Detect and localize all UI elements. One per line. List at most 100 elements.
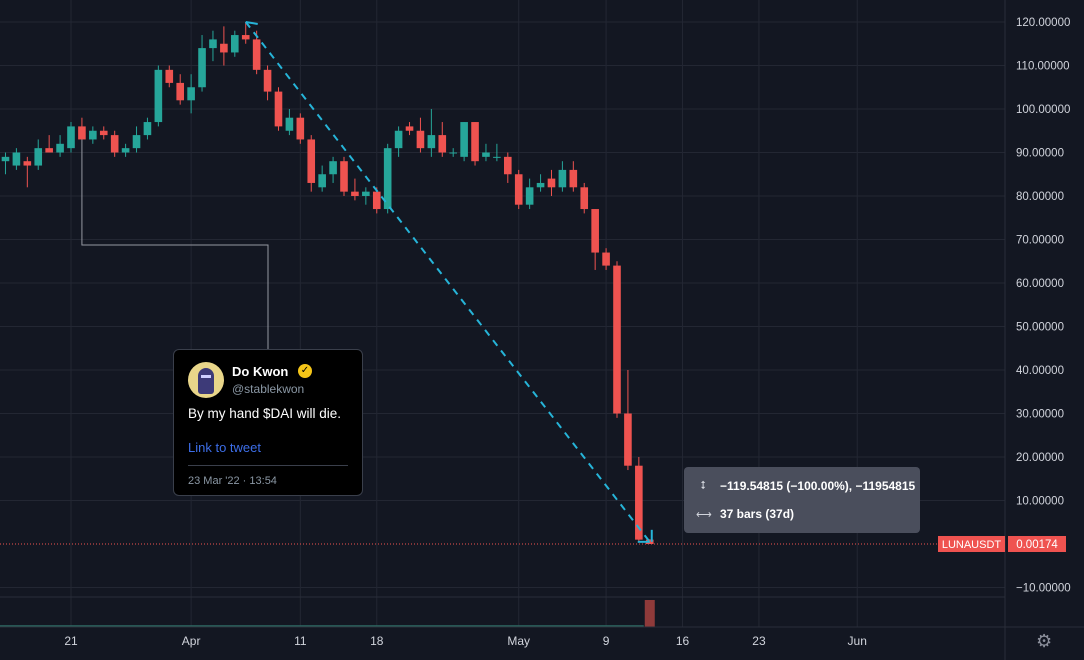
x-tick-label: 11	[294, 634, 307, 648]
candle	[580, 182, 589, 214]
candle-body	[78, 126, 86, 140]
candle-body	[296, 117, 305, 140]
measure-dashed-line	[244, 21, 651, 543]
candle	[274, 87, 283, 131]
tweet-divider	[188, 465, 348, 466]
x-tick-label: May	[507, 634, 530, 648]
candle	[438, 122, 447, 157]
candle-body	[274, 91, 283, 127]
x-tick-label: Apr	[182, 634, 201, 648]
candle	[471, 122, 479, 166]
candle-body	[285, 117, 294, 131]
candle-body	[56, 143, 64, 153]
candle	[427, 109, 436, 157]
candle-body	[318, 174, 326, 188]
tweet-link[interactable]: Link to tweet	[188, 440, 261, 455]
y-tick-label: 70.00000	[1016, 235, 1064, 247]
tweet-connector-line	[81, 139, 269, 349]
candle	[307, 135, 316, 192]
candle	[558, 161, 567, 192]
settings-gear-icon[interactable]: ⚙	[1036, 631, 1053, 651]
y-tick-label: 40.00000	[1016, 365, 1064, 377]
candle	[176, 74, 184, 105]
candle-body	[231, 35, 239, 53]
candle-body	[635, 465, 643, 540]
candle	[536, 174, 545, 192]
candle	[394, 126, 403, 157]
symbol-label: LUNAUSDT	[942, 539, 1002, 551]
candle	[241, 22, 250, 44]
y-tick-label: 90.00000	[1016, 148, 1064, 160]
x-tick-label: 16	[676, 634, 690, 648]
candle-body	[504, 156, 512, 175]
measure-tooltip: ⭥ −119.54815 (−100.00%), −11954815 ⟷ 37 …	[684, 467, 920, 533]
last-price-label-bg	[1008, 535, 1066, 552]
avatar	[188, 362, 224, 398]
last-price-label: 0.00174	[1016, 539, 1058, 551]
candle-body	[362, 191, 370, 196]
x-tick-label: 23	[752, 634, 766, 648]
candle	[569, 161, 578, 192]
candle	[493, 143, 501, 162]
tweet-card[interactable]: Do Kwon ✓ @stablekwon By my hand $DAI wi…	[173, 349, 363, 496]
candle-body	[176, 82, 184, 101]
y-tick-label: 80.00000	[1016, 191, 1064, 203]
candle-body	[1, 156, 10, 162]
candle-body	[45, 148, 53, 153]
candle-body	[569, 169, 578, 188]
candle-body	[482, 152, 490, 157]
vertical-range-icon: ⭥	[700, 479, 706, 492]
candle-body	[165, 69, 174, 83]
candle-body	[580, 187, 589, 210]
candle	[78, 117, 86, 140]
x-tick-label: Jun	[848, 634, 867, 648]
tweet-author-name: Do Kwon	[232, 364, 289, 379]
candle	[329, 156, 337, 183]
candle	[165, 65, 174, 88]
candle-body	[591, 209, 599, 253]
y-tick-label: 50.00000	[1016, 322, 1064, 334]
measure-bars: 37 bars (37d)	[720, 507, 795, 521]
candle-body	[514, 174, 523, 205]
x-tick-label: 21	[64, 634, 78, 648]
candle	[263, 65, 272, 101]
candle	[89, 126, 97, 144]
y-tick-label: 60.00000	[1016, 278, 1064, 290]
candle-body	[143, 122, 152, 136]
candle-body	[12, 152, 21, 166]
candle	[613, 261, 621, 418]
candle	[525, 178, 534, 210]
candle	[143, 117, 152, 140]
candle	[624, 370, 632, 471]
tweet-text: By my hand $DAI will die.	[188, 406, 342, 421]
candle	[405, 122, 414, 136]
candle	[514, 169, 523, 210]
volume-bar	[644, 600, 655, 627]
candle	[602, 248, 610, 270]
candle-body	[493, 156, 501, 158]
candle-body	[438, 135, 447, 153]
candle	[449, 148, 457, 157]
candle-body	[307, 139, 316, 183]
candle	[285, 109, 294, 136]
y-tick-label: 110.00000	[1016, 61, 1070, 73]
candle	[416, 117, 425, 153]
candle-body	[558, 169, 567, 188]
candle-body	[416, 130, 425, 149]
candle	[56, 135, 64, 157]
x-tick-label: 18	[370, 634, 384, 648]
candle	[591, 209, 599, 270]
candle-body	[34, 148, 43, 166]
horizontal-range-icon: ⟷	[696, 508, 712, 521]
candle-body	[449, 152, 457, 154]
candle-body	[624, 413, 632, 466]
candle-body	[471, 122, 479, 162]
candle-body	[372, 191, 381, 210]
measure-start-cap	[245, 21, 258, 25]
candle-body	[121, 148, 130, 153]
candle-body	[187, 87, 195, 101]
candle	[121, 143, 130, 157]
candle	[154, 65, 163, 127]
